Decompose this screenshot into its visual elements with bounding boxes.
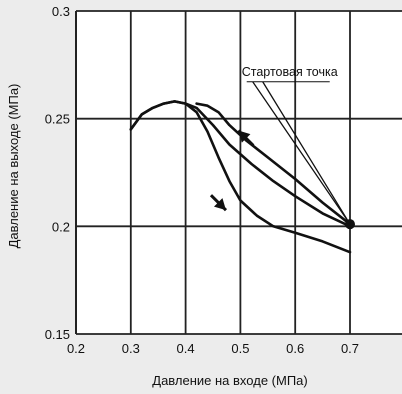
y-tick-label: 0.3 [52, 4, 70, 19]
y-tick-label: 0.2 [52, 219, 70, 234]
series-line [129, 100, 352, 254]
direction-arrow-head [238, 130, 251, 143]
x-tick-label: 0.6 [286, 341, 304, 356]
annotation-pointer-line [252, 81, 351, 225]
x-tick-label: 0.4 [177, 341, 195, 356]
y-tick-label: 0.15 [45, 327, 70, 342]
x-tick-label: 0.2 [67, 341, 85, 356]
plot-area [76, 11, 402, 334]
annotation-layer: Стартовая точка [242, 65, 351, 225]
x-axis-label: Давление на входе (МПа) [152, 373, 307, 388]
annotation-pointer-line [262, 81, 351, 225]
x-tick-label: 0.3 [122, 341, 140, 356]
series-line [195, 102, 352, 226]
y-axis-label: Давление на выходе (МПа) [6, 84, 21, 249]
direction-arrow-head [213, 198, 226, 211]
x-tick-label: 0.5 [231, 341, 249, 356]
series-layer [129, 100, 355, 254]
start-point-annotation: Стартовая точка [242, 65, 338, 79]
grid-layer [75, 10, 402, 335]
x-tick-label: 0.7 [341, 341, 359, 356]
y-tick-label: 0.25 [45, 112, 70, 127]
tick-layer: 0.2 0.3 0.4 0.5 0.6 0.70.150.20.250.3 [45, 4, 359, 356]
